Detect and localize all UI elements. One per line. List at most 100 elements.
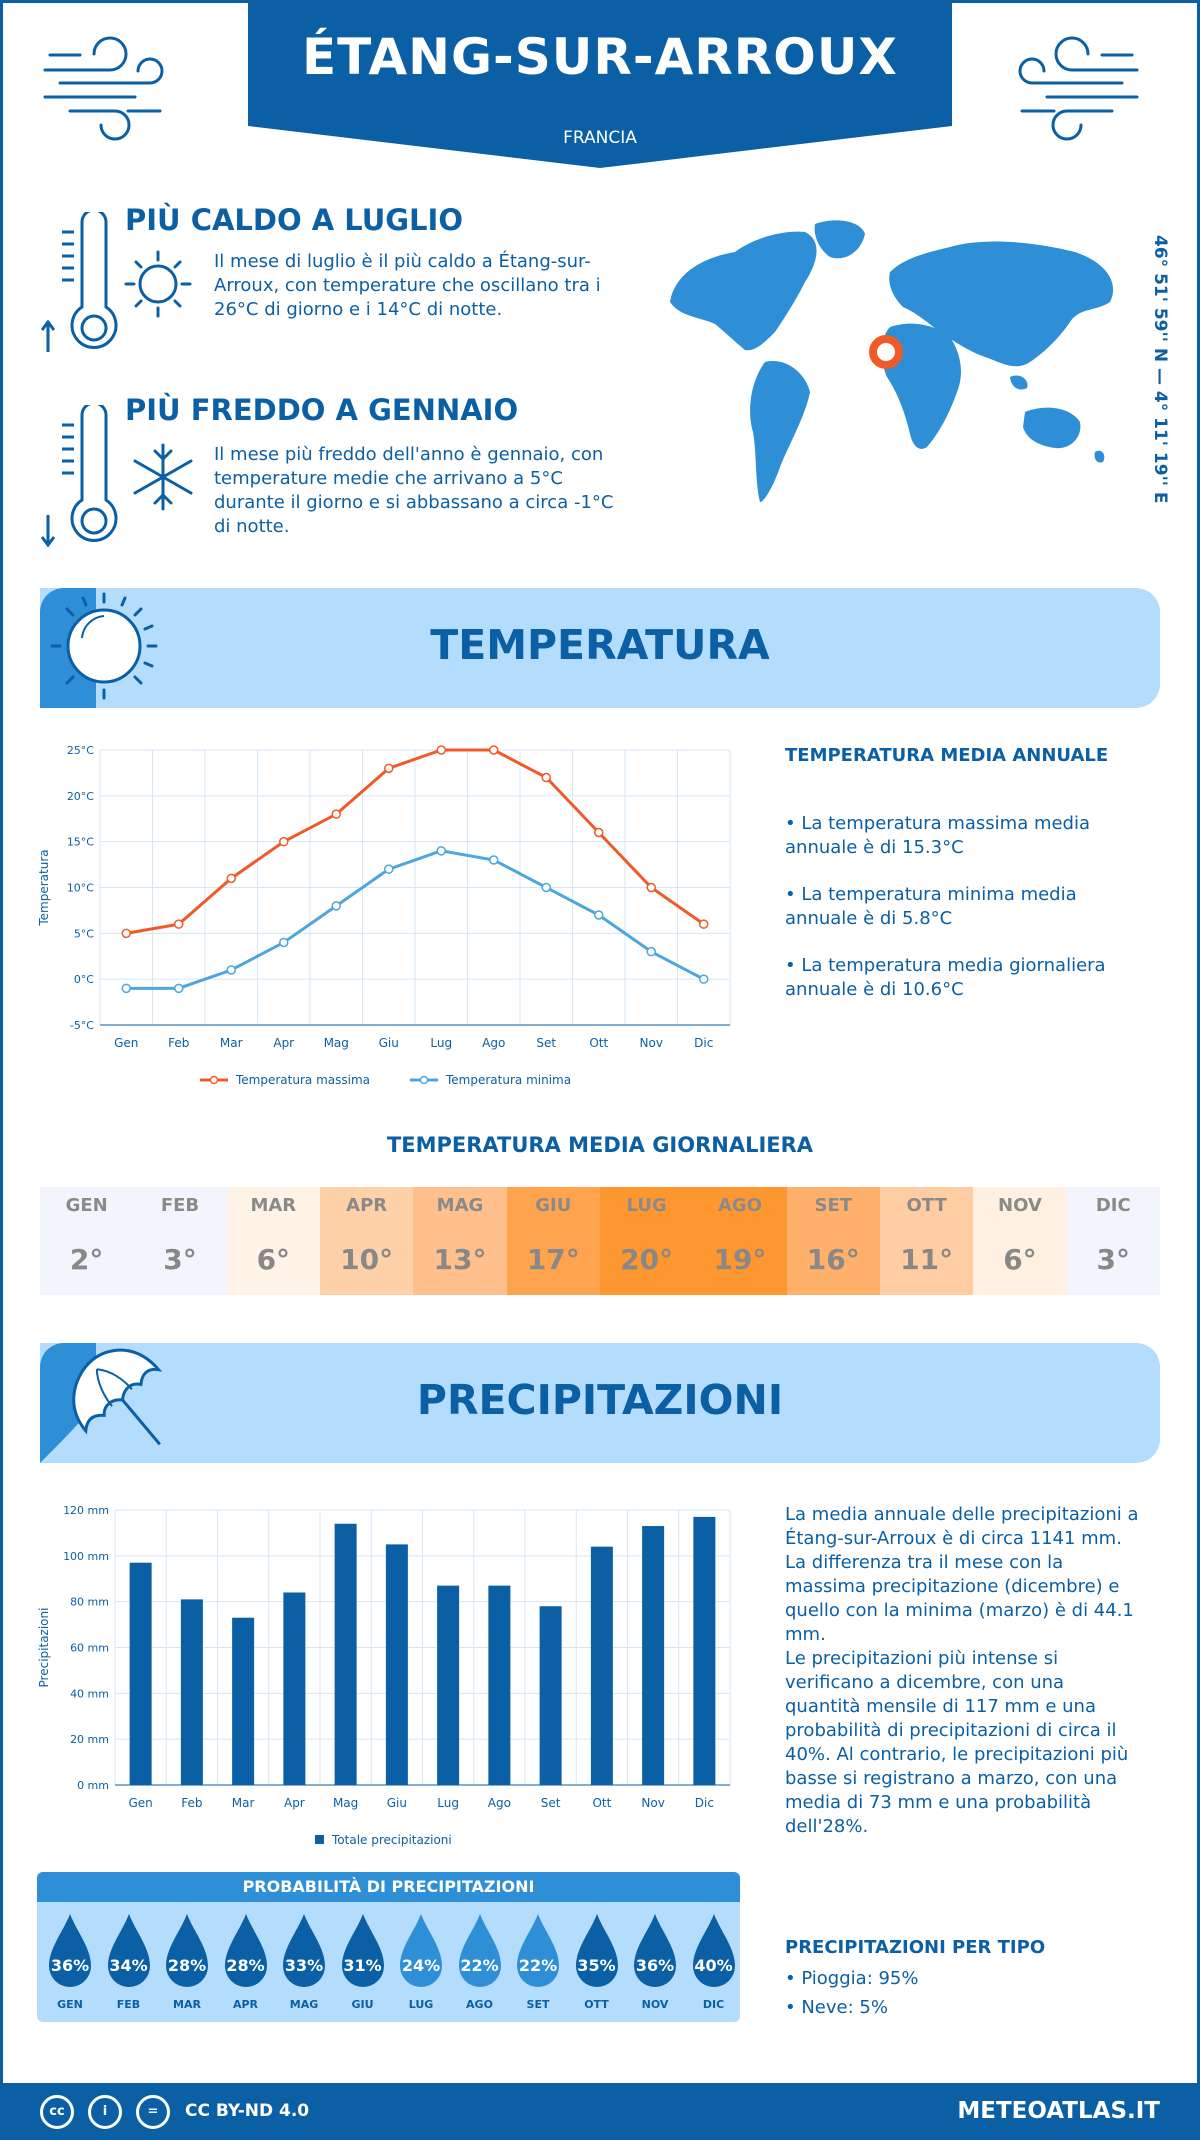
daily-temp-cell: OTT 11° — [879, 1187, 974, 1295]
precipitation-chart: 0 mm 20 mm 40 mm 60 mm 80 mm 100 mm 120 mm Gen F… — [37, 1504, 731, 1847]
world-map — [670, 220, 1114, 502]
x-tick-label: Set — [536, 1036, 556, 1050]
precip-probability-value: 24% — [401, 1956, 441, 1975]
temperature-chart: -5°C 0°C 5°C 10°C 15°C 20°C 25°C Gen Feb Mar Apr Ma… — [37, 744, 731, 1087]
thermometer-cold-icon — [40, 405, 193, 548]
precip-detail: Le precipitazioni più intense si verific… — [785, 1648, 1129, 1837]
raindrop-icon — [49, 1914, 91, 1987]
annual-temp-mean: • La temperatura media giornaliera annua… — [785, 955, 1106, 1000]
raindrop-icon — [575, 1914, 618, 1987]
raindrop-icon — [400, 1914, 442, 1987]
y-tick-label: 0 mm — [77, 1779, 109, 1792]
x-tick-label: Feb — [181, 1796, 202, 1810]
precip-type-title: PRECIPITAZIONI PER TIPO — [785, 1937, 1046, 1958]
y-tick-label: 5°C — [74, 927, 94, 940]
precip-type-snow: • Neve: 5% — [785, 1997, 888, 2018]
attribution-icon: i — [88, 2095, 122, 2129]
precip-probability-value: 28% — [167, 1956, 207, 1975]
x-tick-label: Lug — [437, 1796, 459, 1810]
precip-probability-drop: 28% MAR — [158, 1912, 216, 2022]
x-tick-label: Ago — [482, 1036, 505, 1050]
precip-probability-value: 31% — [343, 1956, 382, 1975]
x-tick-label: Set — [541, 1796, 561, 1810]
data-point — [489, 855, 499, 865]
precip-probability-title: PROBABILITÀ DI PRECIPITAZIONI — [37, 1872, 740, 1902]
y-tick-label: 10°C — [67, 882, 94, 895]
y-tick-label: 100 mm — [63, 1550, 109, 1563]
data-point — [226, 965, 236, 975]
precip-bar — [488, 1585, 511, 1785]
annual-temp-max: • La temperatura massima media annuale è… — [785, 813, 1091, 858]
legend-marker — [209, 1075, 219, 1085]
site-link[interactable]: METEOATLAS.IT — [957, 2098, 1160, 2124]
precip-probability-drop: 35% OTT — [568, 1912, 626, 2022]
data-point — [594, 910, 604, 920]
precip-probability-month: LUG — [408, 1998, 434, 2011]
daily-temp-month: MAG — [436, 1195, 484, 1216]
temperature-title: TEMPERATURA — [430, 621, 770, 669]
precip-summary: La media annuale delle precipitazioni a … — [785, 1504, 1139, 1645]
data-point — [121, 928, 131, 939]
precip-probability-value: 33% — [284, 1956, 324, 1975]
x-tick-label: Feb — [168, 1036, 189, 1050]
data-point — [436, 846, 446, 856]
data-point — [541, 772, 551, 783]
cc-icon: cc — [40, 2095, 74, 2129]
precip-probability-drop: 31% GIU — [334, 1912, 392, 2022]
daily-temp-month: GIU — [535, 1195, 572, 1216]
daily-temp-cell: FEB 3° — [133, 1187, 227, 1295]
x-tick-label: Mag — [333, 1796, 358, 1810]
precip-probability-value: 22% — [518, 1956, 558, 1975]
daily-temp-value: 11° — [900, 1243, 954, 1276]
daily-temp-table: GEN 2° FEB 3° MAR 6° APR 10° MAG 13° GIU 17° LUG 20° A… — [40, 1187, 1160, 1295]
precip-probability-month: AGO — [466, 1998, 493, 2011]
daily-temp-value: 16° — [806, 1243, 860, 1276]
daily-temp-cell: GIU 17° — [506, 1187, 600, 1295]
daily-temp-value: 3° — [1096, 1243, 1131, 1276]
precipitation-title: PRECIPITAZIONI — [416, 1376, 784, 1424]
daily-temp-cell: MAG 13° — [413, 1187, 507, 1295]
data-point — [489, 745, 499, 755]
thermometer-hot-icon — [40, 212, 192, 352]
precip-bar — [334, 1523, 357, 1785]
daily-temp-cell: SET 16° — [786, 1187, 880, 1295]
precip-bar — [437, 1585, 460, 1785]
precip-probability-value: 34% — [109, 1956, 148, 1975]
hot-text: Il mese di luglio è il più caldo a Étang… — [214, 251, 601, 320]
precip-probability-value: 40% — [694, 1956, 733, 1975]
raindrop-icon — [283, 1914, 325, 1987]
daily-temp-cell: AGO 19° — [693, 1187, 787, 1295]
daily-temp-month: NOV — [998, 1195, 1042, 1216]
daily-temp-title: TEMPERATURA MEDIA GIORNALIERA — [386, 1133, 814, 1157]
data-point — [646, 882, 656, 893]
x-tick-label: Apr — [273, 1036, 294, 1050]
y-tick-label: 120 mm — [63, 1504, 109, 1517]
annual-temp-min: • La temperatura minima media annuale è … — [785, 884, 1077, 929]
raindrop-icon — [517, 1914, 559, 1987]
daily-temp-cell: MAR 6° — [226, 1187, 320, 1295]
y-axis-label: Temperatura — [37, 849, 51, 926]
x-tick-label: Mag — [324, 1036, 349, 1050]
series-line — [126, 849, 705, 990]
daily-temp-value: 20° — [620, 1243, 674, 1276]
legend-swatch — [315, 1835, 324, 1844]
data-point — [699, 919, 709, 929]
precip-probability-value: 36% — [50, 1956, 90, 1975]
daily-temp-month: MAR — [250, 1195, 297, 1216]
data-point — [226, 873, 236, 884]
precip-bar — [693, 1516, 716, 1785]
no-derivatives-icon: = — [136, 2095, 170, 2129]
y-tick-label: 20°C — [67, 790, 94, 803]
precip-probability-value: 36% — [635, 1956, 675, 1975]
city-title: ÉTANG-SUR-ARROUX — [302, 28, 898, 86]
raindrop-icon — [634, 1914, 676, 1987]
daily-temp-month: GEN — [65, 1195, 108, 1216]
data-point — [279, 836, 289, 847]
data-point — [594, 827, 604, 838]
license-label: CC BY-ND 4.0 — [185, 2101, 310, 2121]
daily-temp-value: 13° — [433, 1243, 487, 1276]
y-tick-label: 15°C — [67, 836, 94, 849]
raindrop-icon — [107, 1914, 150, 1987]
y-tick-label: 60 mm — [70, 1642, 109, 1655]
data-point — [174, 983, 184, 994]
